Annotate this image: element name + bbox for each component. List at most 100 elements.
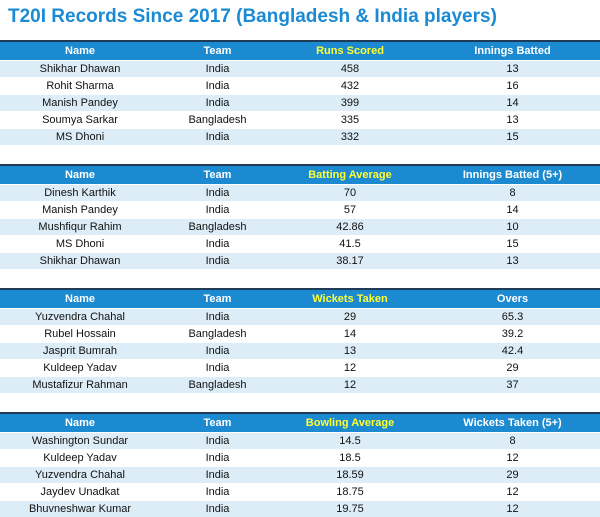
table-cell: 458 [275,61,425,78]
table-cell: Yuzvendra Chahal [0,467,160,484]
table-cell: 13 [425,253,600,270]
table-cell: Jaydev Unadkat [0,484,160,501]
table-cell: 18.59 [275,467,425,484]
table-cell: Manish Pandey [0,95,160,112]
table-cell: Bangladesh [160,219,275,236]
table-cell: Yuzvendra Chahal [0,309,160,326]
table-cell: Bangladesh [160,377,275,394]
column-header: Team [160,289,275,309]
table-cell: India [160,309,275,326]
table-cell: India [160,343,275,360]
table-cell: India [160,78,275,95]
table-cell: 37 [425,377,600,394]
table-cell: 18.75 [275,484,425,501]
table-cell: Bangladesh [160,112,275,129]
column-header: Wickets Taken [275,289,425,309]
table-cell: India [160,185,275,202]
table-cell: 12 [425,450,600,467]
table-cell: 42.86 [275,219,425,236]
table-cell: 14.5 [275,433,425,450]
table-cell: 15 [425,129,600,146]
table-cell: 399 [275,95,425,112]
column-header: Team [160,165,275,185]
column-header: Name [0,165,160,185]
column-header: Batting Average [275,165,425,185]
page-title: T20I Records Since 2017 (Bangladesh & In… [0,0,600,36]
table-cell: 13 [275,343,425,360]
table-cell: 15 [425,236,600,253]
table-cell: Kuldeep Yadav [0,450,160,467]
table-cell: 8 [425,433,600,450]
table-cell: India [160,360,275,377]
table-cell: 39.2 [425,326,600,343]
table-cell: Washington Sundar [0,433,160,450]
table-cell: 29 [425,467,600,484]
column-header: Team [160,41,275,61]
table-cell: Shikhar Dhawan [0,61,160,78]
table-cell: 12 [425,484,600,501]
table-cell: Rubel Hossain [0,326,160,343]
column-header: Overs [425,289,600,309]
table-cell: Shikhar Dhawan [0,253,160,270]
column-header: Runs Scored [275,41,425,61]
table-cell: 12 [425,501,600,517]
table-cell: 14 [275,326,425,343]
table-cell: 332 [275,129,425,146]
table-cell: MS Dhoni [0,236,160,253]
table-cell: 10 [425,219,600,236]
table-cell: 335 [275,112,425,129]
table-cell: 14 [425,95,600,112]
table-cell: India [160,61,275,78]
table-cell: 29 [275,309,425,326]
table-cell: Rohit Sharma [0,78,160,95]
table-cell: India [160,501,275,517]
table-cell: Kuldeep Yadav [0,360,160,377]
table-cell: 14 [425,202,600,219]
column-header: Wickets Taken (5+) [425,413,600,433]
table-cell: Dinesh Karthik [0,185,160,202]
table-cell: Bangladesh [160,326,275,343]
column-header: Bowling Average [275,413,425,433]
table-cell: Mushfiqur Rahim [0,219,160,236]
table-cell: 16 [425,78,600,95]
table-cell: 19.75 [275,501,425,517]
table-cell: India [160,467,275,484]
table-cell: MS Dhoni [0,129,160,146]
table-cell: Bhuvneshwar Kumar [0,501,160,517]
table-cell: 42.4 [425,343,600,360]
table-cell: 12 [275,377,425,394]
table-cell: 29 [425,360,600,377]
column-header: Innings Batted (5+) [425,165,600,185]
column-header: Name [0,289,160,309]
column-header: Name [0,41,160,61]
table-cell: India [160,95,275,112]
table-cell: 38.17 [275,253,425,270]
column-header: Name [0,413,160,433]
